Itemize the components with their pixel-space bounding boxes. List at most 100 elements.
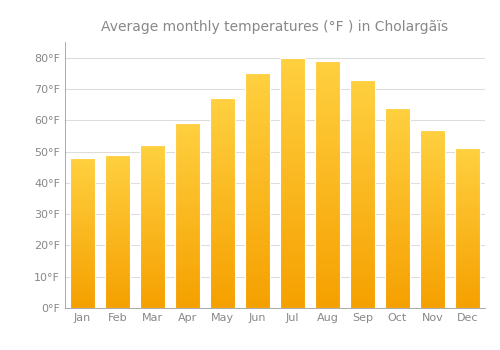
Bar [455,153,480,155]
Bar [316,152,340,155]
Bar [316,276,340,278]
Bar [350,196,375,198]
Bar [455,163,480,164]
Bar [350,153,375,155]
Bar [385,184,410,186]
Bar [420,306,445,308]
Bar [316,108,340,110]
Bar [385,210,410,212]
Bar [280,93,305,95]
Bar [245,193,270,195]
Bar [316,88,340,90]
Bar [316,298,340,301]
Bar [385,178,410,180]
Bar [385,246,410,248]
Bar [245,259,270,261]
Bar [245,214,270,216]
Bar [70,287,95,288]
Bar [385,158,410,160]
Bar [105,159,130,161]
Bar [210,203,235,205]
Bar [70,286,95,287]
Bar [210,274,235,277]
Bar [420,201,445,203]
Bar [316,202,340,204]
Bar [176,164,200,166]
Bar [385,142,410,144]
Bar [455,254,480,256]
Bar [70,272,95,273]
Bar [245,102,270,104]
Bar [420,287,445,288]
Bar [420,153,445,155]
Bar [140,233,165,235]
Bar [105,273,130,274]
Bar [280,218,305,220]
Bar [140,215,165,217]
Bar [280,158,305,160]
Bar [176,223,200,225]
Bar [105,196,130,198]
Bar [316,234,340,236]
Bar [210,98,235,100]
Bar [176,156,200,159]
Bar [455,278,480,279]
Bar [350,127,375,130]
Bar [176,245,200,247]
Bar [105,276,130,277]
Bar [350,84,375,86]
Bar [385,204,410,206]
Bar [245,221,270,224]
Bar [140,168,165,170]
Bar [140,158,165,160]
Bar [385,274,410,276]
Bar [70,250,95,251]
Bar [140,262,165,264]
Bar [176,236,200,238]
Bar [105,257,130,259]
Bar [210,182,235,184]
Bar [420,258,445,260]
Bar [385,192,410,194]
Bar [210,109,235,111]
Bar [280,88,305,90]
Bar [70,188,95,189]
Bar [316,301,340,303]
Bar [140,196,165,197]
Bar [350,214,375,217]
Bar [210,161,235,163]
Bar [176,188,200,190]
Bar [245,238,270,240]
Bar [105,172,130,173]
Bar [280,208,305,210]
Bar [316,254,340,256]
Bar [455,294,480,295]
Bar [350,283,375,285]
Bar [316,103,340,105]
Bar [316,90,340,93]
Bar [455,150,480,152]
Bar [140,246,165,248]
Bar [385,190,410,192]
Bar [245,294,270,296]
Bar [176,247,200,249]
Bar [210,262,235,264]
Bar [420,212,445,214]
Bar [280,223,305,225]
Bar [140,218,165,220]
Bar [70,195,95,197]
Bar [176,133,200,134]
Bar [210,264,235,266]
Bar [105,288,130,289]
Bar [140,184,165,186]
Bar [385,154,410,156]
Bar [455,209,480,211]
Bar [455,236,480,238]
Bar [420,267,445,269]
Bar [210,126,235,128]
Bar [455,168,480,169]
Bar [280,120,305,123]
Bar [70,252,95,254]
Bar [280,90,305,93]
Bar [245,207,270,209]
